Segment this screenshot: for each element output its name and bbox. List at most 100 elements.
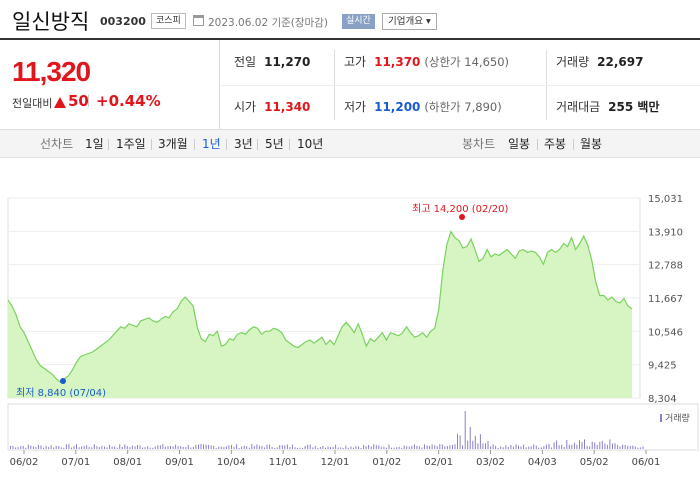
stock-header: 일신방직 003200 코스피 2023.06.02 기준(장마감) 실시간 기…	[0, 0, 700, 40]
price-summary: 11,320 전일대비 50 +0.44% 전일 11,270 시가 11,340 …	[0, 40, 700, 130]
volume-bar	[614, 443, 616, 449]
realtime-button[interactable]: 실시간	[342, 14, 375, 29]
amount-cell: 거래대금 255 백만	[556, 85, 659, 130]
volume-bar	[286, 444, 288, 449]
candle-chart-label[interactable]: 봉차트	[462, 137, 496, 151]
tab-1d[interactable]: 1일	[85, 137, 104, 151]
tab-3m[interactable]: 3개월	[158, 137, 188, 151]
y-tick-label: 15,031	[648, 194, 683, 205]
volume-bar	[632, 445, 634, 449]
volume-bar	[639, 447, 641, 449]
volume-bar	[81, 446, 83, 449]
volume-bar	[276, 447, 278, 449]
volume-bar	[210, 445, 212, 449]
tab-divider	[537, 139, 538, 150]
volume-bar	[561, 444, 563, 449]
volume-bar	[50, 445, 52, 449]
volume-bar	[479, 434, 481, 449]
volume-bar	[512, 446, 514, 449]
x-tick-label: 06/01	[632, 457, 661, 468]
volume-bar	[159, 445, 161, 449]
volume-bar	[43, 447, 44, 449]
tab-divider	[289, 139, 290, 150]
volume-label: 거래량	[556, 55, 590, 69]
x-tick-label: 05/02	[580, 457, 609, 468]
volume-bar	[472, 440, 474, 449]
volume-bar	[271, 446, 273, 449]
volume-bar	[22, 446, 24, 449]
volume-cell: 거래량 22,697	[556, 40, 643, 85]
price-area	[8, 231, 632, 398]
current-price-box: 11,320 전일대비 50 +0.44%	[0, 40, 220, 130]
tab-daily[interactable]: 일봉	[508, 137, 531, 151]
open-cell: 시가 11,340	[234, 85, 310, 130]
volume-bar	[507, 447, 509, 449]
volume-bar	[497, 447, 499, 449]
tab-10y[interactable]: 10년	[297, 137, 324, 151]
volume-bar	[418, 446, 420, 449]
tab-5y[interactable]: 5년	[265, 137, 284, 151]
volume-bar	[345, 445, 347, 449]
prev-close-label: 전일	[234, 55, 257, 69]
volume-bar	[162, 444, 164, 449]
volume-bar	[147, 446, 149, 449]
volume-bar	[421, 447, 423, 449]
volume-bar	[208, 445, 210, 449]
price-chart-svg[interactable]: 15,031 13,910 12,788 11,667 10,546 9,425 8,304…	[0, 160, 700, 480]
volume-legend: 거래량	[665, 412, 690, 424]
volume-bar	[449, 445, 451, 449]
stock-code: 003200	[100, 15, 146, 28]
calendar-icon	[193, 15, 204, 26]
volume-bar	[431, 444, 433, 449]
volume-bar	[606, 444, 608, 449]
volume-bar	[114, 446, 116, 449]
volume-bar	[142, 447, 144, 449]
stock-name: 일신방직	[12, 10, 90, 34]
volume-bar	[523, 444, 525, 449]
price-chart[interactable]: 15,031 13,910 12,788 11,667 10,546 9,425 8,304…	[0, 160, 700, 480]
volume-bar	[591, 441, 593, 449]
volume-bar	[243, 445, 245, 449]
volume-bar	[454, 444, 456, 449]
volume-bar	[172, 446, 174, 449]
volume-bar	[482, 443, 484, 449]
low-label: 저가	[344, 100, 367, 114]
volume-bar	[360, 448, 362, 449]
volume-bar	[627, 445, 629, 449]
volume-bar	[45, 446, 47, 449]
company-overview-button[interactable]: 기업개요 ▾	[382, 13, 437, 30]
tab-1w[interactable]: 1주일	[116, 137, 146, 151]
volume-bar	[121, 447, 123, 449]
volume-bar	[411, 445, 413, 449]
volume-bar	[182, 446, 184, 449]
volume-bar	[71, 447, 72, 449]
volume-bar	[198, 444, 199, 449]
tab-weekly[interactable]: 주봉	[544, 137, 567, 151]
volume-bar	[502, 447, 504, 449]
volume-bar	[261, 446, 263, 449]
high-cell: 고가 11,370 (상한가 14,650)	[344, 40, 509, 85]
volume-bar	[109, 444, 111, 449]
line-chart-label[interactable]: 선차트	[40, 137, 74, 151]
volume-bar	[53, 447, 55, 449]
volume-bar	[518, 445, 519, 449]
tab-monthly[interactable]: 월봉	[580, 137, 603, 151]
volume-bar	[444, 446, 446, 449]
volume-bar	[205, 444, 207, 449]
volume-bar	[601, 440, 603, 449]
volume-bar	[352, 447, 354, 449]
tab-3y[interactable]: 3년	[234, 137, 253, 151]
volume-bar	[436, 446, 438, 449]
volume-bar	[63, 447, 65, 449]
volume-bar	[474, 435, 476, 449]
volume-bar	[563, 447, 565, 449]
volume-bar	[203, 444, 204, 449]
volume-bar	[457, 433, 458, 449]
tab-1y[interactable]: 1년	[202, 137, 221, 151]
volume-bar	[332, 446, 334, 449]
y-tick-label: 11,667	[648, 294, 683, 305]
volume-bar	[558, 445, 560, 449]
x-tick-label: 12/01	[321, 457, 350, 468]
volume-bar	[568, 444, 570, 449]
volume-bar	[586, 445, 588, 449]
